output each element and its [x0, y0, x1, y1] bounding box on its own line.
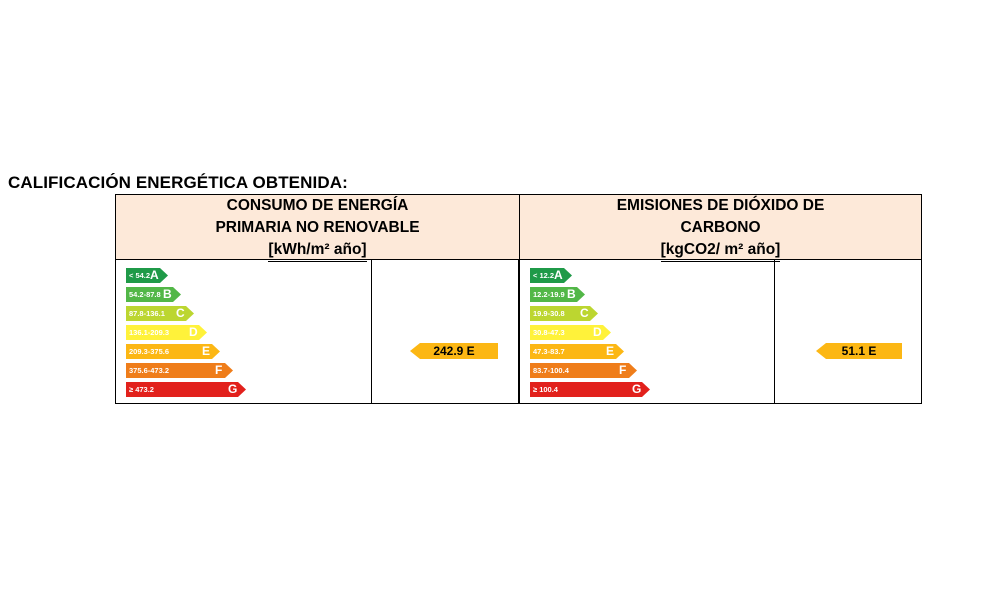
consumo-header-line-2: PRIMARIA NO RENOVABLE	[215, 219, 420, 236]
emisiones-scale-range: 30.8-47.3	[533, 328, 565, 337]
emisiones-scale-range: 12.2-19.9	[533, 290, 565, 299]
consumo-scale-letter: A	[150, 268, 159, 282]
consumo-header-line-1: CONSUMO DE ENERGÍA	[226, 197, 409, 214]
emisiones-scale-letter: E	[606, 344, 615, 358]
consumo-scale-bar-f: 375.6-473.2 F	[126, 363, 233, 378]
consumo-scale-bar-b: 54.2-87.8 B	[126, 287, 181, 302]
consumo-header-units: [kWh/m² año]	[268, 239, 367, 262]
emisiones-scale-range: ≥ 100.4	[533, 385, 558, 394]
emisiones-scale-range: < 12.2	[533, 271, 555, 280]
emisiones-header: EMISIONES DE DIÓXIDO DE CARBONO [kgCO2/ …	[519, 194, 922, 262]
emisiones-scale-bar-e: 47.3-83.7 E	[530, 344, 624, 359]
emisiones-scale-letter: B	[567, 287, 576, 301]
consumo-scale-bar-c: 87.8-136.1 C	[126, 306, 194, 321]
emisiones-scale-range: 19.9-30.8	[533, 309, 565, 318]
page-title: CALIFICACIÓN ENERGÉTICA OBTENIDA:	[8, 173, 348, 192]
consumo-scale-range: 209.3-375.6	[129, 347, 170, 356]
emisiones-header-line-1: EMISIONES DE DIÓXIDO DE	[616, 197, 825, 214]
emisiones-scale: < 12.2 A 12.2-19.9 B 19.9-30.8 C 30.8-47.3 D 47.…	[530, 268, 650, 401]
consumo-scale-range: 136.1-209.3	[129, 328, 170, 337]
emisiones-header-units: [kgCO2/ m² año]	[660, 239, 781, 262]
emisiones-scale-letter: D	[593, 325, 602, 339]
emisiones-header-line-2: CARBONO	[680, 219, 761, 236]
emisiones-scale-letter: C	[580, 306, 589, 320]
consumo-scale-range: 87.8-136.1	[129, 309, 165, 318]
emisiones-value-cell: 51.1 E	[775, 260, 922, 404]
consumo-scale: < 54.2 A 54.2-87.8 B 87.8-136.1 C 136.1-209.3 D…	[126, 268, 246, 401]
consumo-scale-letter: F	[215, 363, 223, 377]
consumo-scale-bar-e: 209.3-375.6 E	[126, 344, 220, 359]
consumo-value-cell: 242.9 E	[372, 260, 519, 404]
emisiones-scale-letter: A	[554, 268, 563, 282]
emisiones-scale-cell: < 12.2 A 12.2-19.9 B 19.9-30.8 C 30.8-47.3 D 47.…	[519, 260, 775, 404]
emisiones-scale-bar-d: 30.8-47.3 D	[530, 325, 611, 340]
consumo-header: CONSUMO DE ENERGÍA PRIMARIA NO RENOVABLE…	[115, 194, 519, 262]
emisiones-scale-bar-c: 19.9-30.8 C	[530, 306, 598, 321]
consumo-scale-letter: C	[176, 306, 185, 320]
consumo-scale-bar-a: < 54.2 A	[126, 268, 168, 283]
consumo-scale-range: < 54.2	[129, 271, 151, 280]
emisiones-scale-bar-g: ≥ 100.4 G	[530, 382, 650, 397]
consumo-scale-letter: D	[189, 325, 198, 339]
consumo-scale-range: 375.6-473.2	[129, 366, 170, 375]
emisiones-scale-range: 83.7-100.4	[533, 366, 569, 375]
emisiones-scale-bar-b: 12.2-19.9 B	[530, 287, 585, 302]
consumo-scale-range: 54.2-87.8	[129, 290, 161, 299]
consumo-scale-letter: E	[202, 344, 211, 358]
consumo-scale-cell: < 54.2 A 54.2-87.8 B 87.8-136.1 C 136.1-209.3 D…	[115, 260, 372, 404]
energy-rating-table: CONSUMO DE ENERGÍA PRIMARIA NO RENOVABLE…	[115, 194, 922, 404]
consumo-scale-letter: B	[163, 287, 172, 301]
consumo-scale-bar-g: ≥ 473.2 G	[126, 382, 246, 397]
emisiones-scale-letter: G	[632, 382, 642, 396]
consumo-scale-range: ≥ 473.2	[129, 385, 154, 394]
emisiones-scale-bar-a: < 12.2 A	[530, 268, 572, 283]
emisiones-rating-marker: 51.1 E	[816, 343, 902, 359]
consumo-rating-marker: 242.9 E	[410, 343, 498, 359]
emisiones-scale-range: 47.3-83.7	[533, 347, 565, 356]
consumo-scale-letter: G	[228, 382, 238, 396]
consumo-scale-bar-d: 136.1-209.3 D	[126, 325, 207, 340]
emisiones-scale-letter: F	[619, 363, 627, 377]
emisiones-scale-bar-f: 83.7-100.4 F	[530, 363, 637, 378]
